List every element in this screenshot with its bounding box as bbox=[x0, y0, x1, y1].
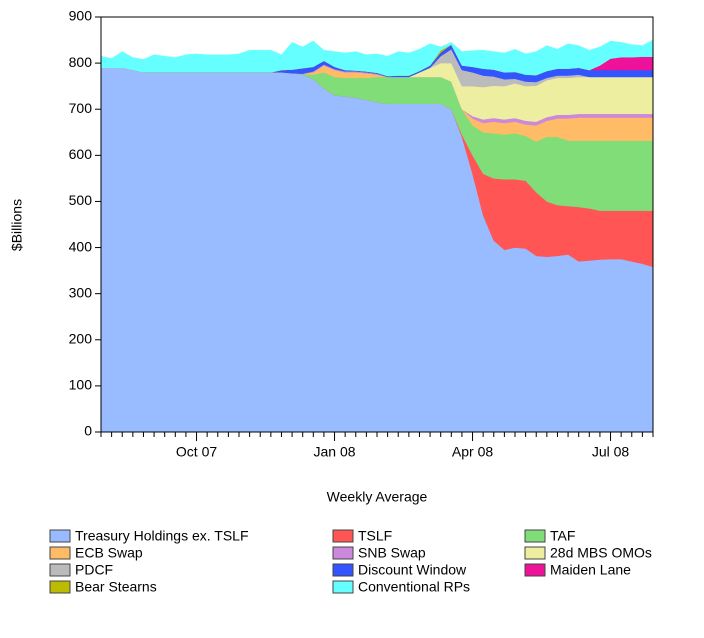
x-axis-label: Weekly Average bbox=[327, 489, 428, 505]
legend-label: TAF bbox=[550, 528, 575, 544]
legend-label: Treasury Holdings ex. TSLF bbox=[75, 528, 249, 544]
y-tick-label: 200 bbox=[69, 330, 93, 346]
legend-label: TSLF bbox=[358, 528, 392, 544]
legend-swatch bbox=[332, 529, 354, 543]
y-tick-label: 900 bbox=[69, 8, 93, 24]
legend-swatch bbox=[332, 580, 354, 594]
x-tick-label: Oct 07 bbox=[176, 444, 217, 460]
legend-swatch bbox=[524, 546, 546, 560]
legend-label: 28d MBS OMOs bbox=[550, 545, 652, 561]
y-axis-label: $Billions bbox=[9, 199, 25, 251]
y-tick-label: 600 bbox=[69, 146, 93, 162]
legend-label: ECB Swap bbox=[75, 545, 143, 561]
legend-label: Maiden Lane bbox=[550, 562, 631, 578]
y-tick-label: 700 bbox=[69, 100, 93, 116]
y-tick-label: 100 bbox=[69, 377, 93, 393]
y-tick-label: 800 bbox=[69, 54, 93, 70]
x-tick-label: Jul 08 bbox=[592, 444, 630, 460]
legend-label: SNB Swap bbox=[358, 545, 426, 561]
legend-label: PDCF bbox=[75, 562, 113, 578]
legend-swatch bbox=[332, 546, 354, 560]
legend-swatch bbox=[524, 563, 546, 577]
legend-swatch bbox=[49, 546, 71, 560]
legend-swatch bbox=[524, 529, 546, 543]
y-tick-label: 400 bbox=[69, 238, 93, 254]
legend-label: Conventional RPs bbox=[358, 579, 470, 595]
legend-swatch bbox=[49, 529, 71, 543]
legend-swatch bbox=[49, 580, 71, 594]
y-tick-label: 0 bbox=[84, 423, 92, 439]
y-tick-label: 300 bbox=[69, 284, 93, 300]
legend-label: Bear Stearns bbox=[75, 579, 157, 595]
x-tick-label: Jan 08 bbox=[314, 444, 356, 460]
legend-swatch bbox=[332, 563, 354, 577]
legend-label: Discount Window bbox=[358, 562, 467, 578]
x-tick-label: Apr 08 bbox=[452, 444, 493, 460]
y-tick-label: 500 bbox=[69, 192, 93, 208]
legend-swatch bbox=[49, 563, 71, 577]
